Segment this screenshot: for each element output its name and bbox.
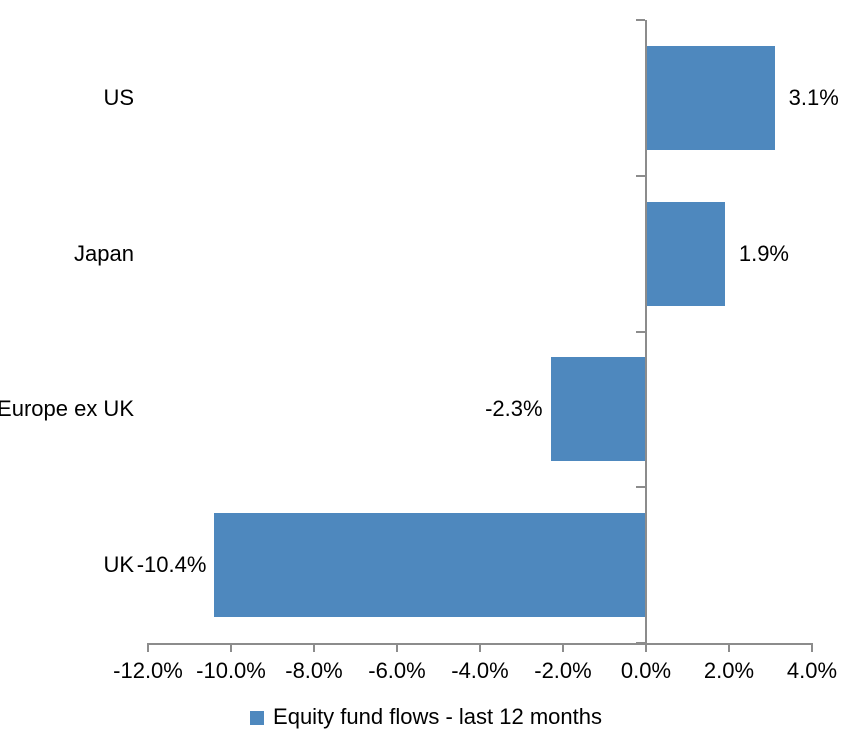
bar-europe-ex-uk <box>550 357 646 462</box>
bar-value-label: 1.9% <box>738 240 789 266</box>
category-label: US <box>103 84 134 110</box>
value-axis-tick-label: 2.0% <box>703 658 755 683</box>
bar-japan <box>646 201 725 306</box>
bar-uk <box>214 513 646 618</box>
category-axis-tick <box>636 19 645 21</box>
value-axis-tick-label: -6.0% <box>368 658 426 683</box>
value-axis-tick-label: -8.0% <box>285 658 343 683</box>
legend-series-label: Equity fund flows - last 12 months <box>273 704 602 729</box>
value-axis-tick <box>479 645 481 652</box>
legend-series-marker-icon <box>250 711 265 725</box>
value-axis-tick <box>230 645 232 652</box>
category-axis-tick <box>636 174 645 177</box>
category-axis-line <box>645 20 647 645</box>
bar-value-label: 3.1% <box>788 84 839 110</box>
category-label: Japan <box>74 240 134 266</box>
value-axis-tick-label: 0.0% <box>620 658 672 683</box>
value-axis-tick <box>396 645 398 652</box>
bar-us <box>646 45 775 150</box>
value-axis-tick <box>645 645 647 652</box>
value-axis-tick-label: -4.0% <box>451 658 509 683</box>
value-axis-tick <box>728 645 730 652</box>
category-label: Europe ex UK <box>0 396 134 422</box>
legend: Equity fund flows - last 12 months <box>0 704 852 730</box>
value-axis-tick <box>147 645 149 652</box>
category-axis-tick <box>636 486 645 489</box>
value-axis-line <box>147 643 813 645</box>
bar-value-label: -10.4% <box>136 552 207 578</box>
value-axis-tick <box>562 645 564 652</box>
value-axis-tick-label: -12.0% <box>113 658 183 683</box>
value-axis-tick <box>811 645 813 652</box>
bar-value-label: -2.3% <box>485 396 543 422</box>
value-axis-tick-label: -2.0% <box>534 658 592 683</box>
value-axis-tick-label: 4.0% <box>786 658 838 683</box>
value-axis-tick <box>313 645 315 652</box>
category-label: UK <box>103 552 134 578</box>
value-axis-tick-label: -10.0% <box>196 658 266 683</box>
category-axis-tick <box>636 330 645 333</box>
